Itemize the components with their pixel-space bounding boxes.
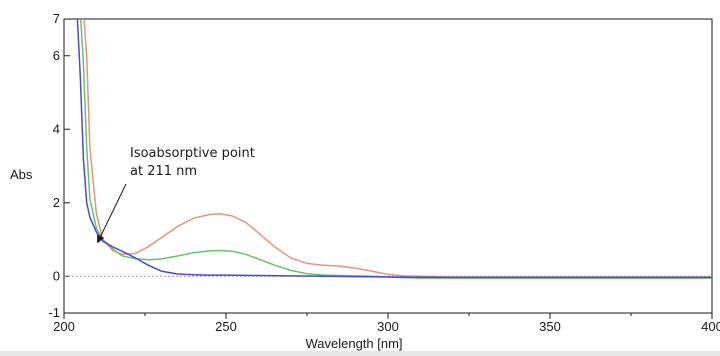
x-tick-label: 300: [377, 319, 399, 334]
y-tick-label: 2: [53, 195, 60, 210]
annotation: Isoabsorptive point at 211 nm: [97, 146, 255, 244]
annotation-line-2: at 211 nm: [130, 164, 197, 179]
series-line-3: [76, 19, 712, 279]
x-tick-label: 400: [701, 319, 720, 334]
ticks: -1 0 2 4 6 7 200 250 300 350 400: [48, 11, 720, 334]
x-tick-label: 200: [53, 319, 75, 334]
y-tick-label: 7: [53, 11, 60, 26]
annotation-arrow: [97, 183, 127, 244]
x-tick-label: 250: [215, 319, 237, 334]
y-axis-title: Abs: [10, 167, 33, 182]
y-tick-label: 0: [53, 268, 60, 283]
series-line-2: [79, 19, 712, 279]
series-line-1: [83, 19, 712, 278]
y-tick-label: 6: [53, 48, 60, 63]
series-lines: [64, 19, 712, 279]
x-axis-title: Wavelength [nm]: [305, 336, 402, 351]
y-tick-label: 4: [53, 121, 60, 136]
y-tick-label: -1: [48, 305, 60, 320]
x-tick-label: 350: [539, 319, 561, 334]
annotation-line-1: Isoabsorptive point: [130, 146, 255, 161]
